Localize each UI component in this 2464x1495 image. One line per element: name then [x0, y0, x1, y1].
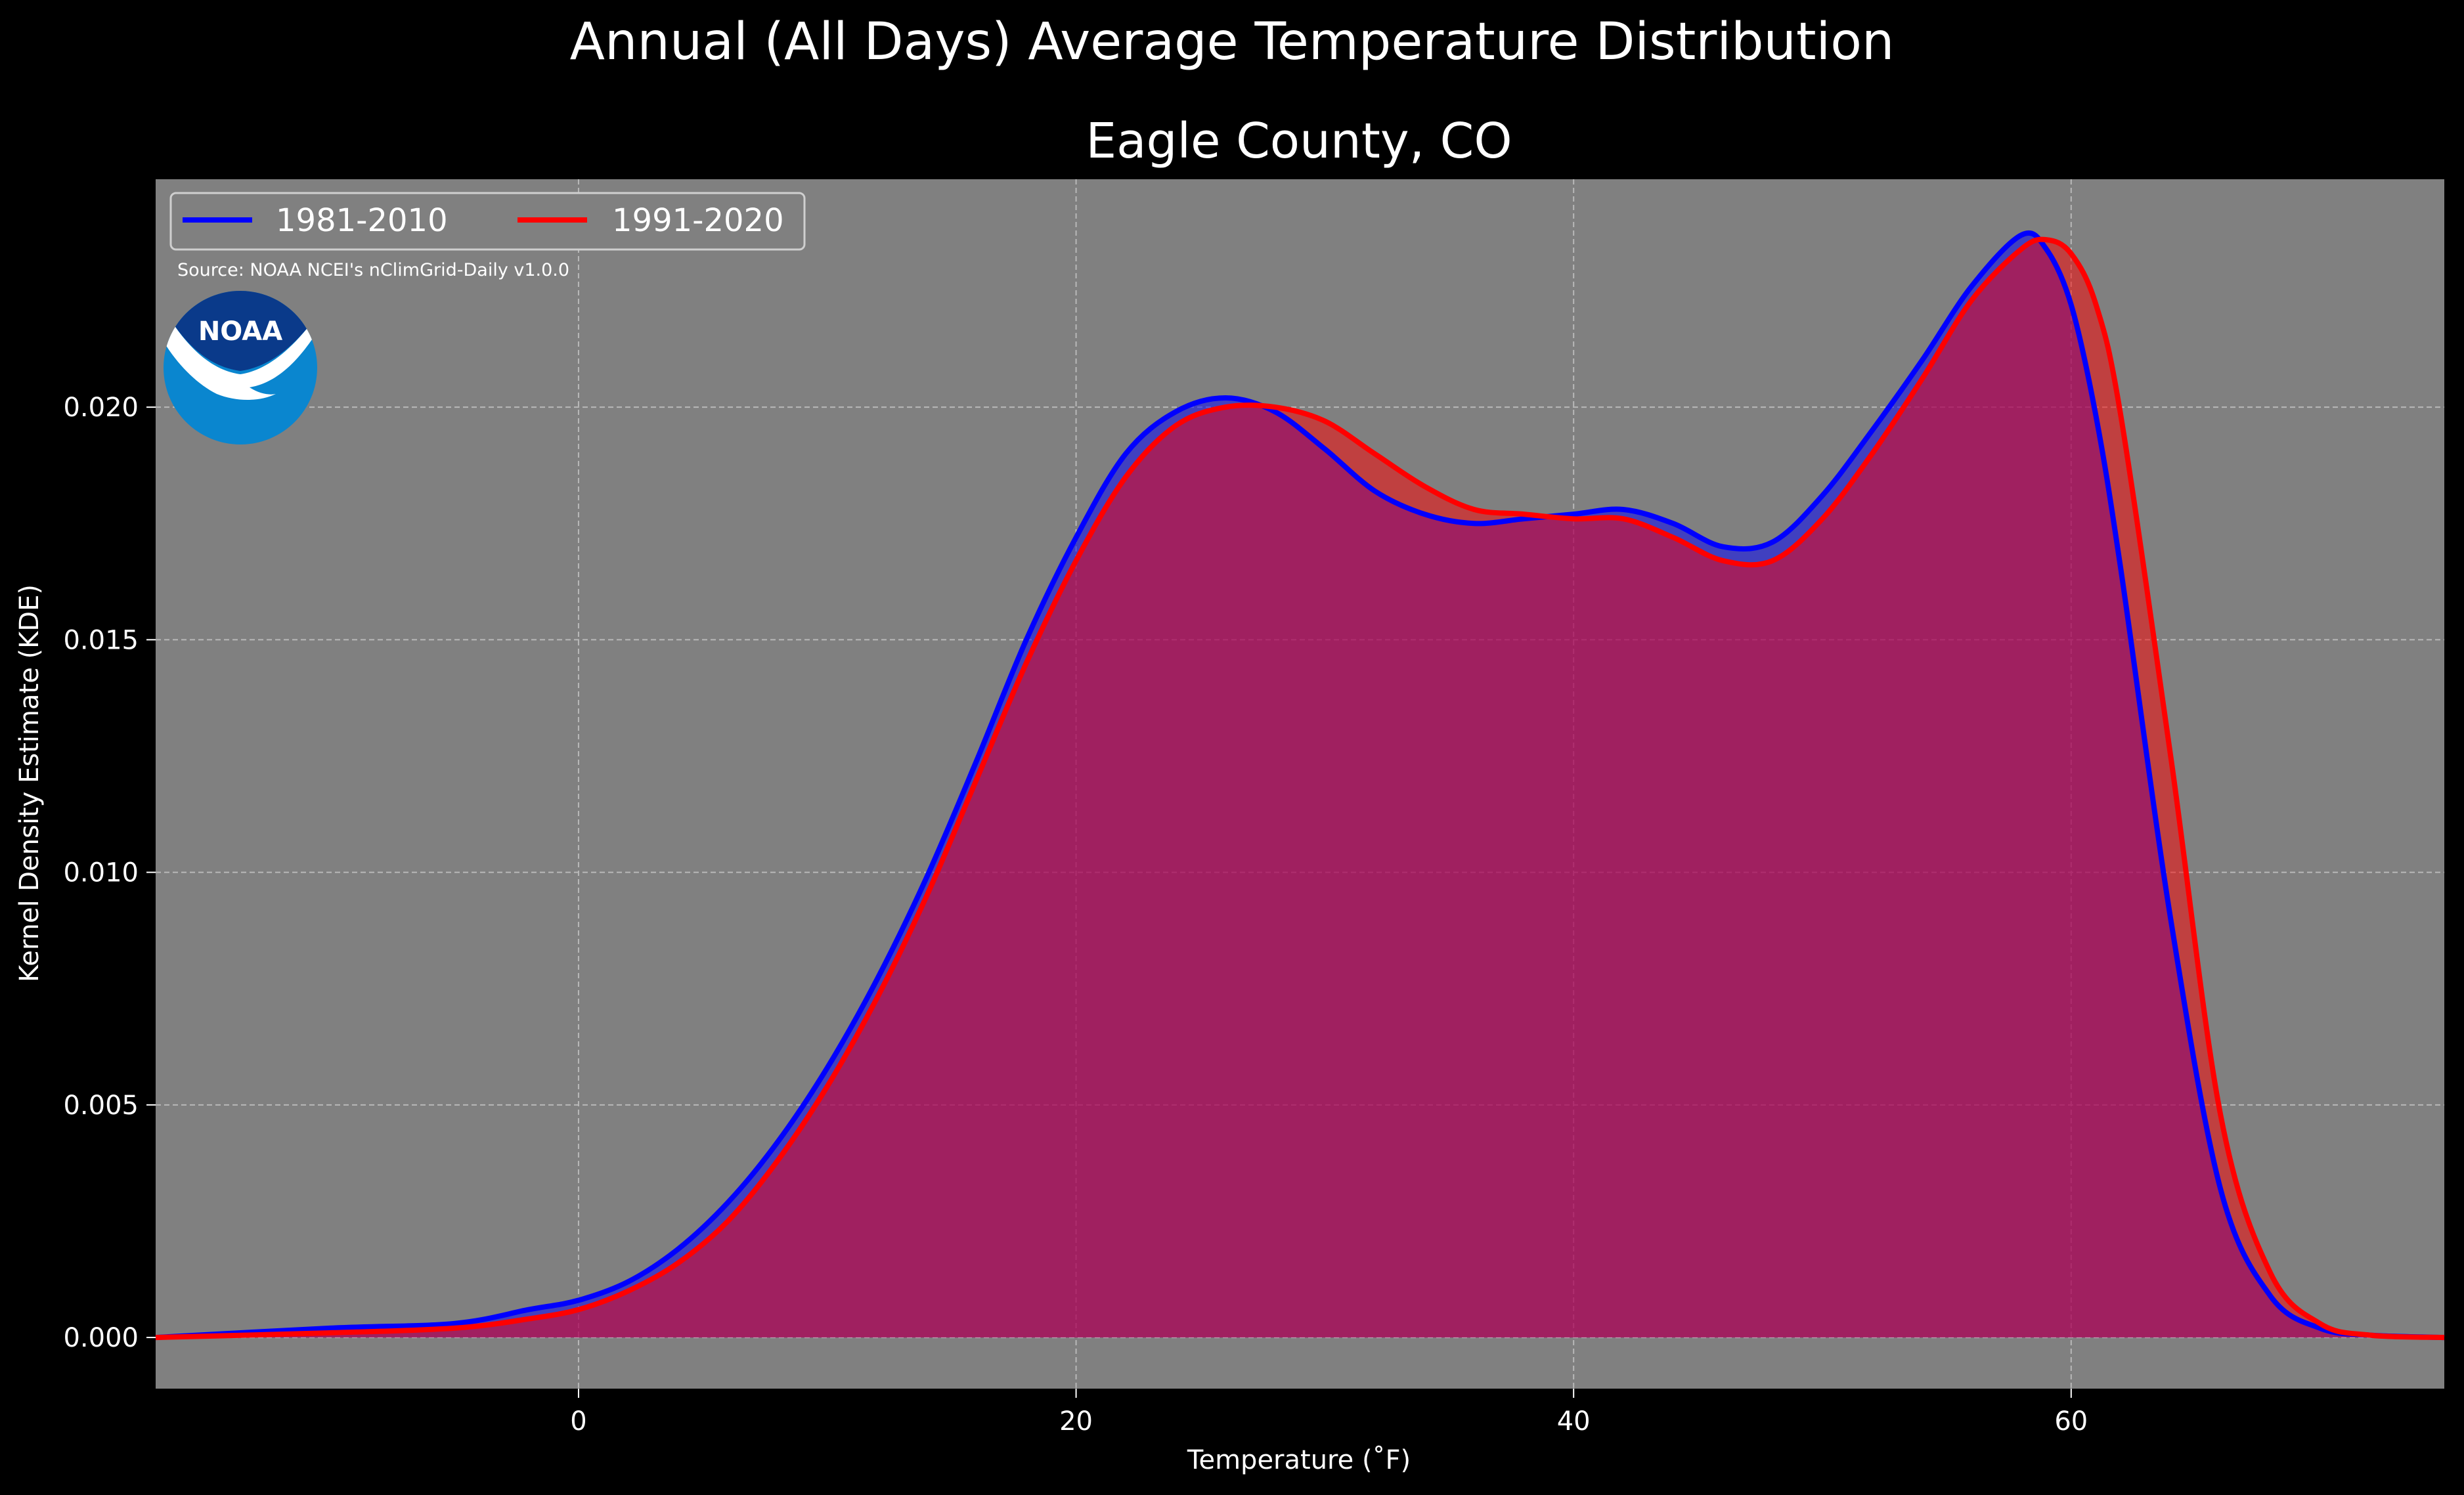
legend-label-1981-2010: 1981-2010	[276, 202, 448, 239]
line-1991-2020	[155, 236, 2445, 1341]
legend-label-1991-2020: 1991-2020	[612, 202, 784, 239]
area-1991-2020	[156, 239, 2444, 1338]
y-tick-label: 0.015	[63, 625, 139, 655]
chart-subtitle: Eagle County, CO	[1086, 113, 1512, 169]
y-tick-label: 0.000	[63, 1323, 139, 1353]
x-axis-label: Temperature (˚F)	[1187, 1445, 1411, 1475]
y-axis-ticks: 0.000 0.005 0.010 0.015 0.020	[63, 393, 156, 1353]
density-fills	[156, 232, 2444, 1338]
x-tick-label: 0	[570, 1406, 586, 1437]
line-1981-2010	[155, 230, 2445, 1341]
x-tick-label: 20	[1059, 1406, 1093, 1437]
y-tick-label: 0.010	[63, 858, 139, 888]
noaa-logo-text: NOAA	[198, 316, 282, 347]
source-note: Source: NOAA NCEI's nClimGrid-Daily v1.0…	[177, 260, 569, 280]
x-axis-ticks: 0 20 40 60	[570, 1389, 2088, 1437]
x-tick-label: 40	[1557, 1406, 1591, 1437]
noaa-logo: NOAA	[164, 291, 317, 444]
y-axis-label: Kernel Density Estimate (KDE)	[14, 584, 45, 982]
x-tick-label: 60	[2054, 1406, 2088, 1437]
y-tick-label: 0.020	[63, 393, 139, 423]
legend-frame	[169, 192, 806, 251]
chart-title: Annual (All Days) Average Temperature Di…	[570, 12, 1895, 72]
legend: 1981-2010 1991-2020	[169, 192, 806, 251]
density-lines	[155, 230, 2445, 1341]
y-tick-label: 0.005	[63, 1091, 139, 1121]
